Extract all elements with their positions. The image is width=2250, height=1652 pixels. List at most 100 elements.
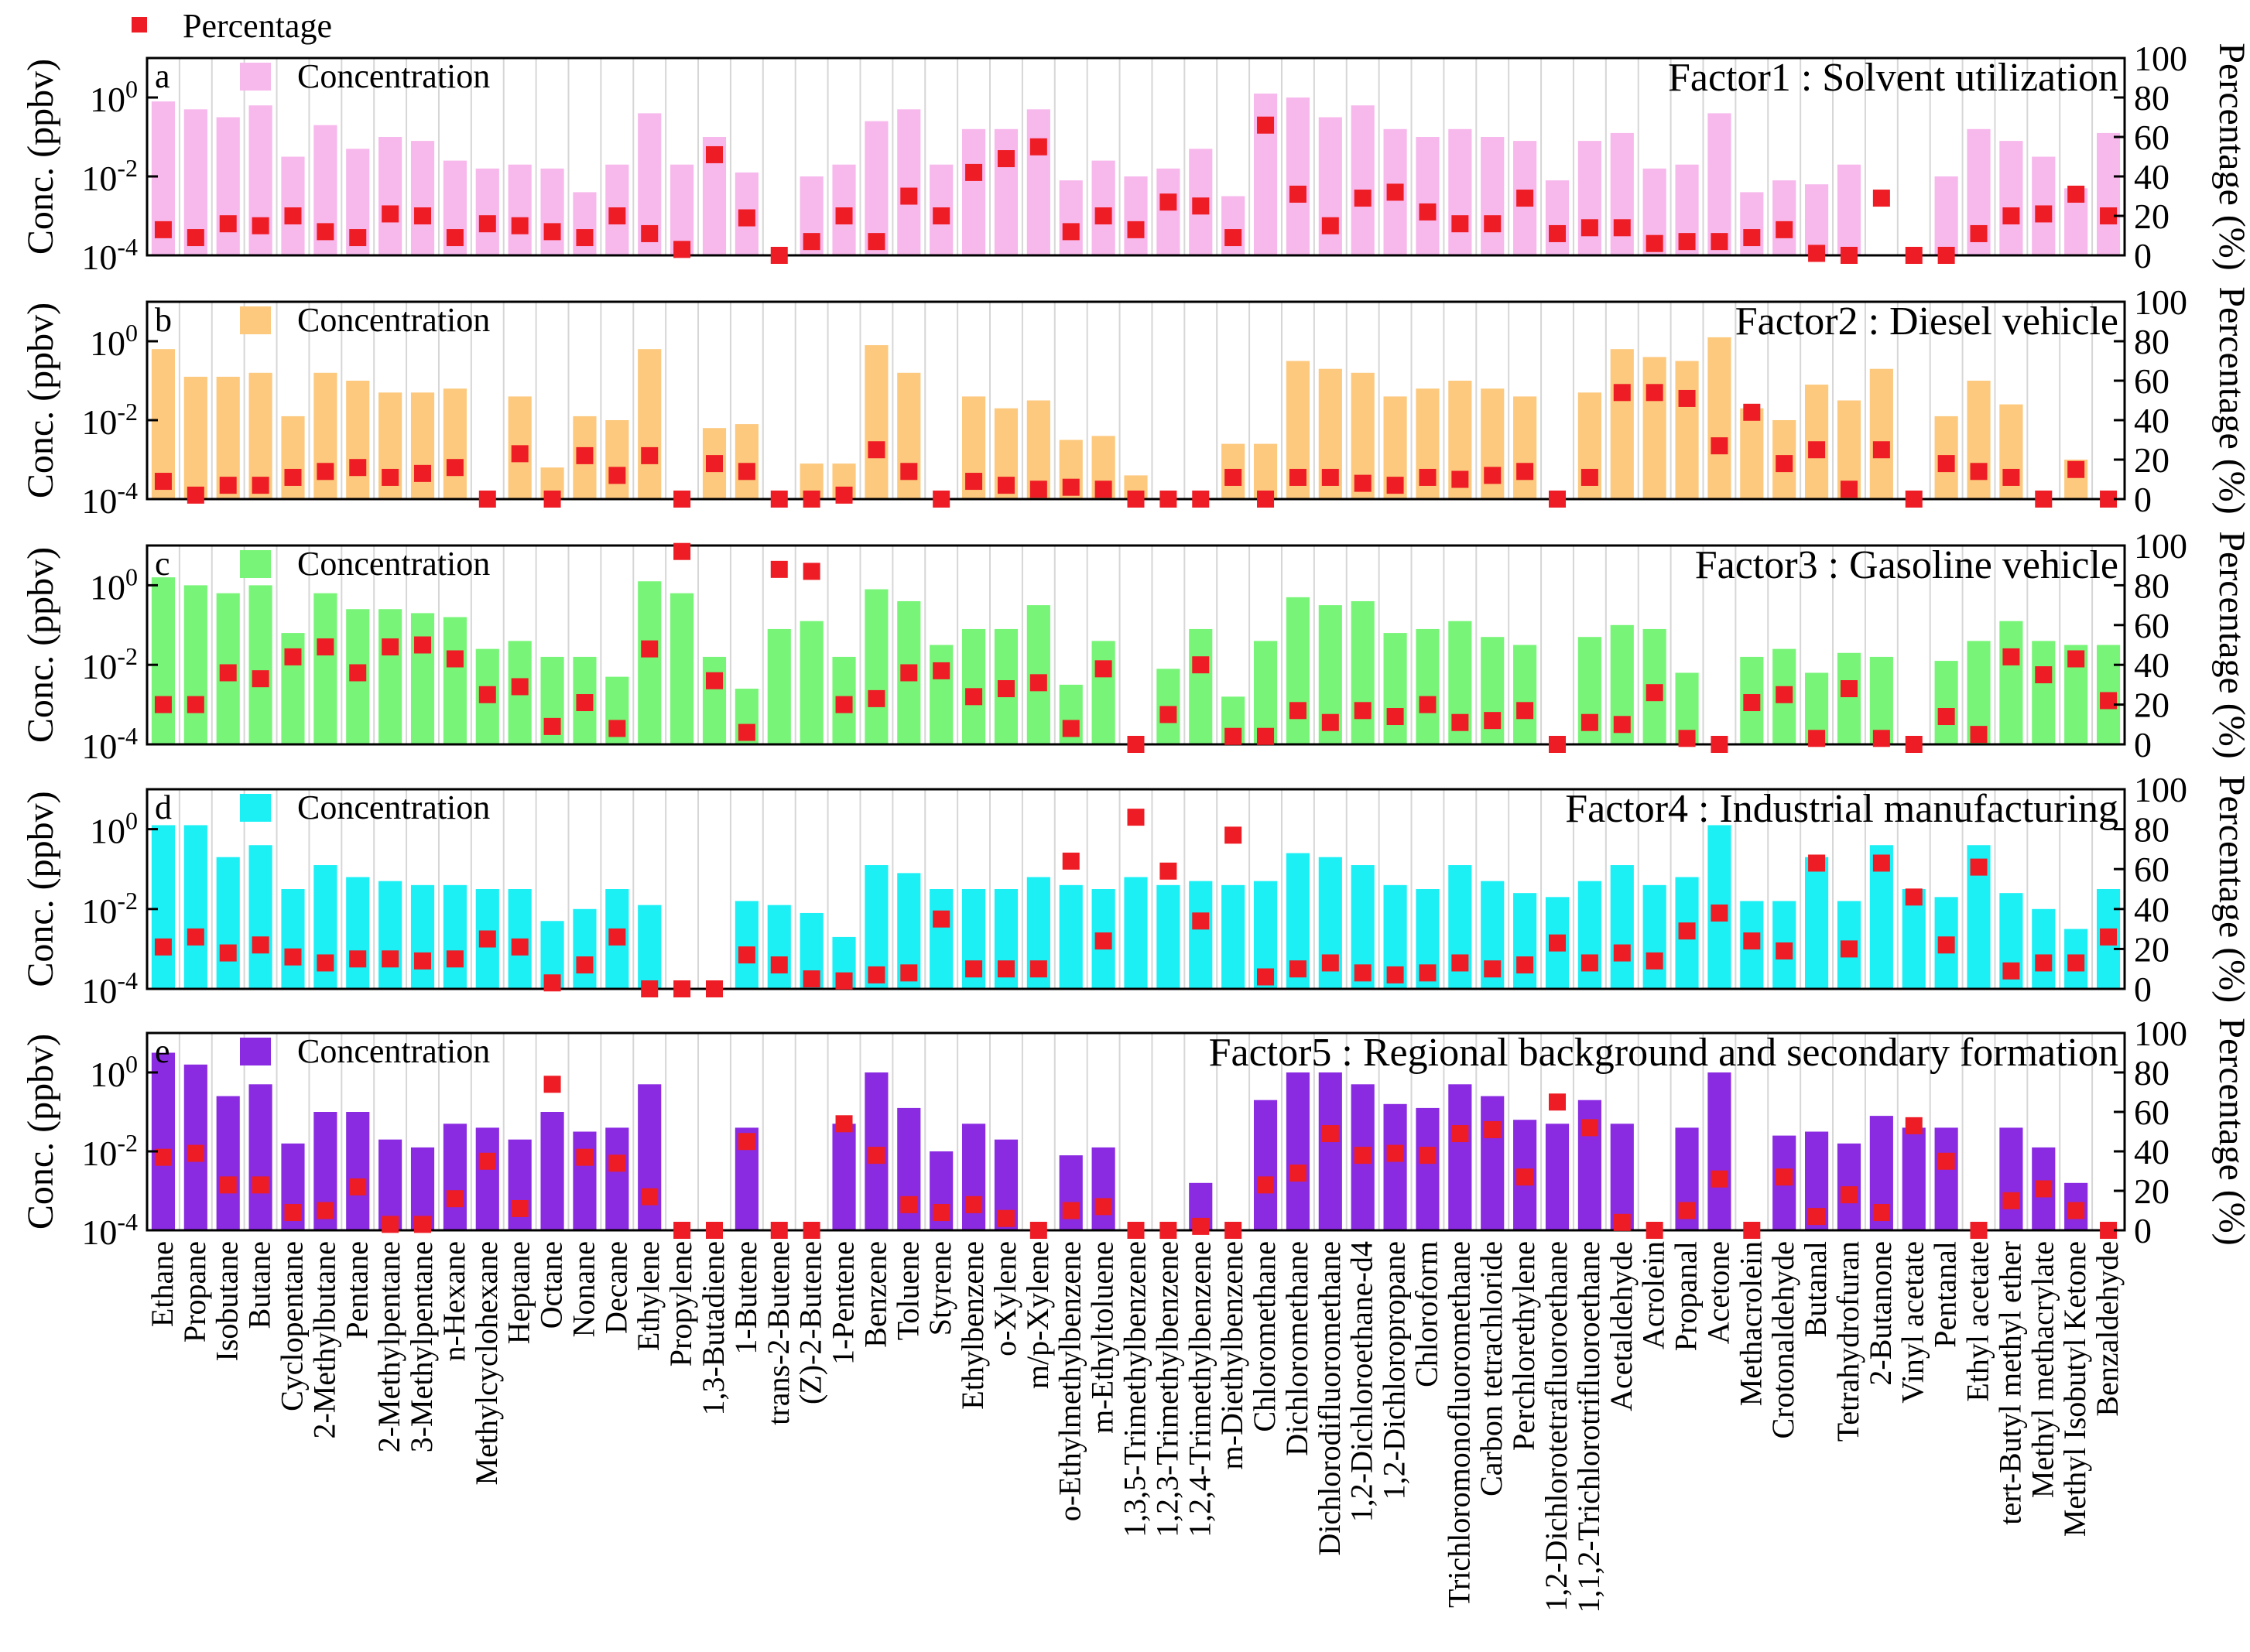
bar-c-34 [1253,641,1278,744]
percentage-marker-d-18 [738,946,755,964]
right-tick-label: 20 [2134,1171,2170,1211]
category-label: o-Ethylmethylbenzene [1053,1241,1087,1521]
bar-d-58 [2032,908,2056,989]
percentage-marker-a-21 [835,207,853,224]
percentage-marker-d-6 [349,950,367,968]
percentage-marker-d-0 [154,938,172,956]
percentage-marker-e-29 [1094,1198,1112,1216]
panel-letter: b [155,301,172,339]
bar-b-4 [281,416,305,499]
percentage-marker-d-23 [900,964,918,982]
bar-e-29 [1091,1147,1115,1230]
percentage-marker-e-38 [1386,1144,1404,1162]
category-label: Styrene [923,1241,957,1336]
percentage-marker-c-20 [803,563,820,580]
percentage-marker-b-46 [1646,384,1663,402]
percentage-marker-b-18 [738,463,755,481]
percentage-marker-b-21 [835,486,853,504]
percentage-marker-c-41 [1484,712,1502,730]
category-label: Propanal [1669,1241,1704,1351]
bar-a-23 [897,109,921,255]
bar-e-41 [1481,1096,1505,1230]
percentage-marker-b-53 [1872,441,1890,459]
percentage-marker-d-44 [1580,954,1598,972]
left-tick-label: 10-4 [81,722,138,766]
bar-d-9 [443,884,467,989]
factor-title: Factor3 : Gasoline vehicle [1695,543,2118,587]
percentage-marker-d-14 [608,928,626,946]
right-tick-label: 20 [2134,929,2170,969]
percentage-marker-e-47 [1678,1202,1696,1219]
percentage-marker-a-16 [673,241,691,258]
percentage-marker-e-25 [965,1195,983,1213]
percentage-marker-a-22 [868,233,885,251]
bar-d-30 [1124,877,1148,989]
percentage-marker-c-37 [1354,702,1372,720]
percentage-marker-d-58 [2035,954,2053,972]
percentage-marker-c-19 [770,560,788,578]
bar-b-9 [443,388,467,499]
percentage-marker-a-23 [900,187,918,205]
percentage-marker-d-54 [1905,888,1923,906]
category-label: Carbon tetrachloride [1474,1241,1509,1496]
left-axis-title: Conc. (ppbv) [20,59,61,255]
right-tick-label: 20 [2134,440,2170,480]
percentage-marker-c-11 [511,678,529,696]
percentage-marker-b-55 [1937,455,1955,473]
legend-concentration-label: Concentration [297,301,490,339]
percentage-marker-c-9 [446,650,464,668]
category-label: 2-Methylpentane [372,1241,406,1452]
percentage-marker-c-38 [1386,708,1404,726]
percentage-marker-d-31 [1159,862,1177,880]
percentage-marker-a-26 [997,150,1015,168]
percentage-marker-d-36 [1321,954,1339,972]
category-label: 1,2-Dichlorotetrafluoroethane [1539,1241,1574,1612]
percentage-marker-a-32 [1192,197,1210,215]
left-tick-label: 100 [90,563,138,607]
percentage-marker-a-0 [154,221,172,238]
bar-d-7 [378,881,402,989]
percentage-marker-b-49 [1743,403,1761,421]
percentage-marker-a-18 [738,209,755,227]
percentage-marker-c-5 [317,638,334,656]
category-label: Acetone [1700,1241,1735,1344]
left-axis-title: Conc. (ppbv) [20,303,61,498]
right-tick-label: 80 [2134,78,2170,118]
percentage-marker-c-14 [608,720,626,737]
bar-c-25 [961,628,986,744]
bar-a-22 [865,121,889,255]
percentage-marker-e-48 [1711,1170,1728,1188]
right-tick-label: 40 [2134,890,2170,929]
percentage-marker-e-3 [252,1176,269,1194]
percentage-marker-d-30 [1127,809,1145,826]
legend-concentration-label: Concentration [297,1032,490,1070]
percentage-marker-e-31 [1159,1222,1177,1239]
factor-title: Factor1 : Solvent utilization [1668,56,2118,100]
percentage-marker-e-42 [1516,1168,1534,1186]
bar-e-13 [573,1131,597,1230]
bar-e-55 [1934,1127,1958,1230]
right-tick-label: 60 [2134,850,2170,889]
category-label: Chloroform [1409,1241,1443,1387]
right-axis-title: Percentage (%) [2211,531,2250,759]
legend-concentration-label: Concentration [297,57,490,95]
bar-d-44 [1577,881,1601,989]
bar-d-6 [346,877,370,989]
bar-d-2 [216,857,240,989]
percentage-marker-c-55 [1937,708,1955,726]
bar-d-54 [1902,889,1926,989]
percentage-marker-c-4 [284,648,302,665]
category-label: Ethyl acetate [1961,1241,1995,1402]
percentage-marker-b-22 [868,441,885,459]
percentage-marker-d-45 [1613,944,1631,962]
percentage-marker-a-43 [1549,224,1567,242]
percentage-marker-a-17 [705,145,723,163]
category-label: Cyclopentane [274,1241,309,1411]
bar-a-28 [1059,180,1083,255]
percentage-marker-e-35 [1289,1165,1307,1182]
percentage-marker-e-2 [219,1176,237,1194]
category-label: Isobutane [210,1241,245,1362]
percentage-marker-d-50 [1776,942,1793,959]
bar-e-57 [1999,1127,2023,1230]
percentage-marker-e-24 [933,1204,950,1222]
